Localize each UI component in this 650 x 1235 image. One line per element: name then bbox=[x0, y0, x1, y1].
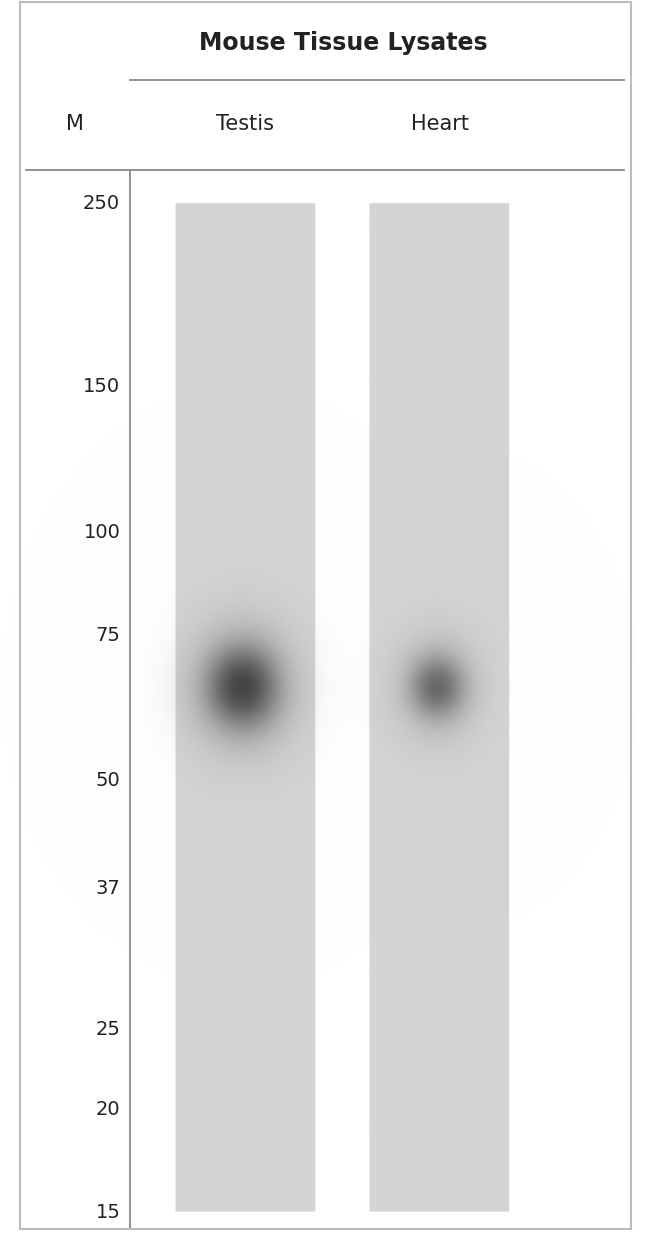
Text: Mouse Tissue Lysates: Mouse Tissue Lysates bbox=[198, 31, 488, 56]
Text: 100: 100 bbox=[83, 522, 120, 542]
Text: 20: 20 bbox=[96, 1100, 120, 1119]
Text: 150: 150 bbox=[83, 378, 120, 396]
Text: Testis: Testis bbox=[216, 114, 274, 133]
Text: 50: 50 bbox=[96, 772, 120, 790]
Text: 250: 250 bbox=[83, 194, 120, 214]
Text: M: M bbox=[66, 114, 84, 133]
Text: 75: 75 bbox=[96, 626, 120, 645]
Text: 37: 37 bbox=[96, 879, 120, 899]
Text: Heart: Heart bbox=[411, 114, 469, 133]
Text: 25: 25 bbox=[96, 1020, 120, 1039]
Text: 15: 15 bbox=[96, 1203, 120, 1223]
